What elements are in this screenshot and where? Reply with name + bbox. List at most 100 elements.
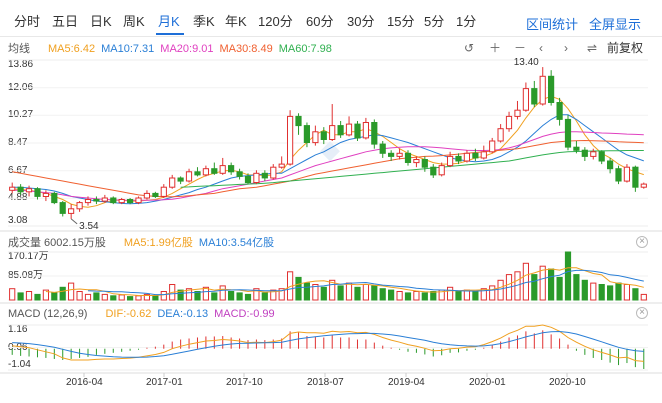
- candle-body: [548, 75, 555, 104]
- ma20-line: [12, 131, 644, 201]
- candle-body: [337, 125, 344, 136]
- close-volume-icon[interactable]: ×: [636, 236, 648, 248]
- time-tick: 2018-07: [307, 377, 344, 388]
- volume-bar: [76, 291, 83, 301]
- volume-bar: [59, 286, 66, 301]
- price_legend-item: MA5:6.42: [48, 43, 96, 55]
- ma30-line: [12, 139, 644, 198]
- volume-bar: [303, 282, 310, 301]
- rewind-icon[interactable]: ↺: [464, 41, 475, 55]
- candle-body: [522, 88, 529, 111]
- volume-bar: [489, 285, 496, 301]
- period-tabs: 分时 五日 日K 周K 月K 季K 年K 120分 60分 30分 15分 5分 1分: [0, 0, 662, 35]
- price_legend-item: MA30:8.49: [219, 43, 273, 55]
- price-legend: 均线 MA5:6.42 MA10:7.31 MA20:9.01 MA30:8.49 MA6…: [8, 43, 338, 55]
- volume-bar: [379, 288, 386, 301]
- volume-bar: [202, 286, 210, 301]
- candle-body: [590, 151, 597, 157]
- active-tab-underline: [156, 33, 184, 35]
- volume-bar: [455, 291, 462, 301]
- candle-body: [404, 152, 412, 164]
- prev-icon[interactable]: ‹: [539, 41, 543, 55]
- candle-body: [202, 168, 210, 176]
- candle-body: [329, 125, 336, 140]
- volume-bar: [345, 282, 353, 301]
- volume-bar: [84, 293, 92, 301]
- tab-12[interactable]: 1分: [456, 14, 477, 29]
- tab-4[interactable]: 月K: [158, 14, 180, 29]
- tab-2[interactable]: 日K: [90, 14, 112, 29]
- candle-body: [312, 131, 319, 144]
- tab-7[interactable]: 120分: [258, 14, 293, 29]
- candle-body: [42, 192, 49, 197]
- ma60-line: [180, 150, 644, 188]
- volume-bar: [244, 293, 252, 301]
- volume-bar: [93, 292, 100, 301]
- candle-body: [607, 160, 614, 170]
- candle-body: [34, 188, 41, 197]
- price-tick: 10.27: [8, 109, 34, 121]
- volume-bar: [607, 285, 614, 301]
- volume-bar: [548, 268, 555, 301]
- candle-body: [160, 186, 167, 197]
- volume-bar: [228, 291, 235, 301]
- macd_legend-item: MACD:-0.99: [214, 308, 275, 320]
- candle-body: [303, 125, 310, 143]
- tab-6[interactable]: 年K: [225, 14, 247, 29]
- candle-body: [455, 155, 462, 162]
- tab-11[interactable]: 5分: [424, 14, 445, 29]
- price-tick: 3.08: [8, 215, 28, 226]
- macd-tick: -1.04: [8, 359, 31, 370]
- next-icon[interactable]: ›: [564, 41, 568, 55]
- candle-body: [270, 166, 277, 179]
- candle-body: [93, 199, 100, 202]
- adjust-type-select[interactable]: 前复权: [607, 41, 644, 55]
- volume_legend-item: MA10:3.54亿股: [198, 237, 275, 249]
- volume-bar: [110, 295, 117, 301]
- candle-body: [489, 140, 496, 153]
- volume-bar: [9, 288, 16, 301]
- candle-body: [632, 166, 639, 188]
- zoom-out-icon[interactable]: －: [514, 41, 527, 55]
- volume-bar: [127, 296, 134, 301]
- tab-10[interactable]: 15分: [387, 14, 415, 29]
- tab-0[interactable]: 分时: [14, 14, 41, 29]
- candle-body: [598, 151, 605, 162]
- candle-body: [152, 192, 159, 197]
- candle-body: [211, 168, 218, 174]
- candle-body: [581, 149, 588, 157]
- fullscreen-link[interactable]: 全屏显示: [589, 17, 642, 32]
- divider: [0, 36, 662, 37]
- tab-1[interactable]: 五日: [52, 14, 79, 29]
- volume-bar: [539, 265, 546, 301]
- volume-bar: [632, 288, 639, 301]
- dea-line: [12, 330, 644, 358]
- candle-body: [413, 159, 420, 164]
- watermark: ◆: [320, 135, 340, 165]
- candle-body: [480, 151, 487, 159]
- volume-bar: [160, 291, 167, 301]
- candle-body: [556, 102, 563, 120]
- reset-icon[interactable]: ⇌: [587, 41, 598, 55]
- close-macd-icon[interactable]: ×: [636, 307, 648, 319]
- volume-bar: [354, 286, 361, 301]
- candle-body: [505, 115, 513, 130]
- tab-8[interactable]: 60分: [306, 14, 334, 29]
- tab-5[interactable]: 季K: [193, 14, 215, 29]
- tab-9[interactable]: 30分: [347, 14, 375, 29]
- candle-body: [430, 166, 437, 176]
- zoom-in-icon[interactable]: ＋: [489, 41, 502, 55]
- volume-bar: [371, 285, 378, 301]
- volume-bar: [623, 284, 630, 301]
- candle-body: [278, 163, 285, 168]
- candle-body: [623, 166, 630, 182]
- volume-bar: [68, 282, 75, 301]
- time-tick: 2020-01: [469, 377, 506, 388]
- tab-3[interactable]: 周K: [123, 14, 145, 29]
- candle-body: [388, 152, 395, 157]
- volume-tick: 170.17万: [8, 251, 49, 262]
- volume-bar: [497, 279, 504, 301]
- range-stats-link[interactable]: 区间统计: [526, 17, 579, 32]
- volume-bar: [51, 292, 58, 301]
